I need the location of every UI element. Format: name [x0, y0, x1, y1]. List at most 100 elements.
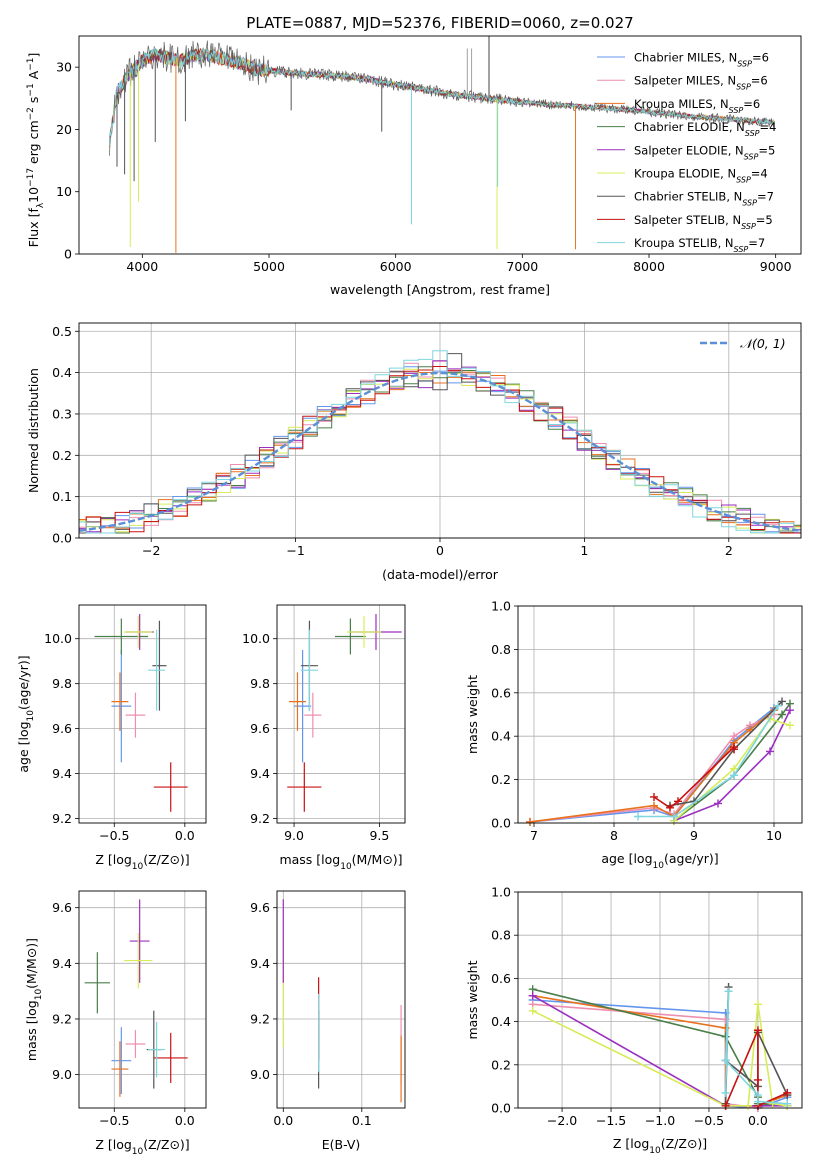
- data-point: [783, 1099, 792, 1108]
- data-point: [666, 803, 674, 812]
- legend-entry: Chabrier ELODIE, NSSP=4: [634, 120, 776, 138]
- x-tick-label: −1.5: [596, 1113, 626, 1128]
- series-line: [673, 703, 791, 822]
- data-point: [714, 799, 722, 808]
- mass_weight_vs_Z-ylabel: mass weight: [465, 960, 480, 1039]
- label-part: Z [log: [613, 1136, 649, 1151]
- y-tick-label: 10.0: [242, 631, 270, 646]
- x-tick-label: 8: [610, 828, 618, 843]
- series-line: [669, 700, 783, 807]
- mass_weight_vs_Z-frame: [517, 891, 803, 1109]
- y-tick-label: 9.6: [250, 900, 270, 915]
- legend-entry: Kroupa MILES, NSSP=6: [634, 97, 760, 115]
- data-point: [674, 797, 682, 806]
- y-tick-label: 9.8: [52, 676, 72, 691]
- normal-curve: [79, 371, 799, 532]
- data-point: [753, 1075, 762, 1084]
- label-part: wavelength [Angstrom, rest frame]: [330, 282, 550, 297]
- y-tick-label: 0.2: [52, 448, 72, 463]
- spectrum-axes: 4000 5000 6000 7000 8000 9000 0 10 20 30: [56, 60, 792, 274]
- data-point: [650, 801, 658, 810]
- x-tick-label: 5000: [253, 259, 285, 274]
- legend-entry: Salpeter ELODIE, NSSP=5: [634, 143, 775, 161]
- y-tick-label: 0.8: [491, 642, 511, 657]
- data-point: [783, 1088, 792, 1097]
- label-part: erg cm: [26, 120, 41, 168]
- residuals-ylabel: Normed distribution: [26, 368, 41, 493]
- label-part: ]: [26, 53, 41, 58]
- x-tick-label: 0.0: [175, 828, 195, 843]
- legend-suffix: =5: [758, 143, 775, 157]
- y-tick-label: 9.2: [250, 811, 270, 826]
- y-tick-label: 0.5: [52, 324, 72, 339]
- label-part: 10: [26, 187, 41, 203]
- mass_vs_ebv-xlabel: E(B-V): [322, 1137, 361, 1152]
- label-part: (M/M⊙)]: [352, 852, 403, 867]
- y-tick-label: 9.2: [52, 1011, 72, 1026]
- x-tick-label: 0: [436, 543, 444, 558]
- x-tick-label: 1: [580, 543, 588, 558]
- x-tick-label: −0.5: [694, 1113, 724, 1128]
- label-part: mass [log: [279, 852, 340, 867]
- y-tick-label: 0.0: [52, 531, 72, 546]
- label-part: −2: [26, 107, 36, 120]
- y-tick-label: 0.2: [491, 772, 511, 787]
- y-tick-label: 9.4: [52, 956, 72, 971]
- legend-subscript: SSP: [741, 221, 756, 230]
- legend-entry: Kroupa STELIB, NSSP=7: [634, 236, 765, 254]
- legend-suffix: =7: [757, 190, 774, 204]
- y-tick-label: 9.6: [52, 721, 72, 736]
- y-tick-label: 9.0: [52, 1067, 72, 1082]
- label-part: (M/M⊙)]: [24, 938, 39, 989]
- label-part: 10: [26, 710, 36, 722]
- legend-subscript: SSP: [736, 175, 751, 184]
- data-point: [670, 812, 678, 821]
- label-part: 10: [34, 989, 44, 1001]
- age_vs_mass-points: [287, 613, 402, 812]
- x-tick-label: 0.0: [273, 1113, 293, 1128]
- mass_weight_vs_age-ylabel: mass weight: [465, 675, 480, 754]
- data-point: [721, 1056, 730, 1065]
- legend-subscript: SSP: [736, 82, 751, 91]
- label-part: (age/yr)]: [16, 655, 31, 710]
- data-point: [730, 771, 738, 780]
- age_vs_Z-points: [94, 613, 188, 812]
- mass_weight_vs_Z-xlabel: Z [log10(Z/Z⊙)]: [613, 1136, 707, 1156]
- legend-text: Kroupa STELIB, N: [634, 236, 734, 250]
- y-tick-label: 9.0: [250, 1067, 270, 1082]
- y-tick-label: 0.1: [52, 489, 72, 504]
- spectrum-xlabel: wavelength [Angstrom, rest frame]: [330, 282, 550, 297]
- label-part: age [log: [16, 721, 31, 772]
- y-tick-label: 1.0: [491, 885, 511, 900]
- label-part: mass [log: [24, 1000, 39, 1061]
- mass_vs_Z-xlabel: Z [log10(Z/Z⊙)]: [95, 1137, 189, 1157]
- y-tick-label: 10: [56, 184, 72, 199]
- age_vs_Z-xlabel: Z [log10(Z/Z⊙)]: [95, 852, 189, 872]
- data-point: [721, 1101, 730, 1110]
- y-tick-label: 0.0: [491, 816, 511, 831]
- label-part: −17: [26, 168, 36, 187]
- label-part: age [log: [601, 851, 652, 866]
- spectrum-line: [109, 40, 775, 156]
- spectrum-frame: [78, 35, 802, 255]
- label-part: λ: [36, 202, 46, 208]
- legend-text: Salpeter MILES, N: [634, 74, 736, 88]
- label-part: 10: [132, 862, 144, 872]
- x-tick-label: 4000: [126, 259, 158, 274]
- legend-text: Salpeter ELODIE, N: [634, 143, 744, 157]
- normal-legend-label: 𝒩(0, 1): [740, 336, 786, 351]
- legend-suffix: =7: [748, 236, 765, 250]
- legend-entry: Salpeter MILES, NSSP=6: [634, 74, 768, 92]
- mass_vs_Z-ylabel: mass [log10(M/M⊙)]: [24, 938, 44, 1061]
- x-tick-label: 9.5: [369, 828, 389, 843]
- age_vs_Z-ylabel: age [log10(age/yr)]: [16, 655, 36, 772]
- data-point: [721, 1032, 730, 1041]
- data-point: [778, 710, 786, 719]
- y-tick-label: 0.8: [491, 928, 511, 943]
- series-line: [673, 717, 791, 822]
- x-tick-label: 9: [690, 828, 698, 843]
- legend-text: Kroupa MILES, N: [634, 97, 729, 111]
- spectrum-ylabel: Flux [fλ10−17 erg cm−2 s−1 A−1]: [26, 53, 46, 248]
- x-tick-label: 10: [766, 828, 782, 843]
